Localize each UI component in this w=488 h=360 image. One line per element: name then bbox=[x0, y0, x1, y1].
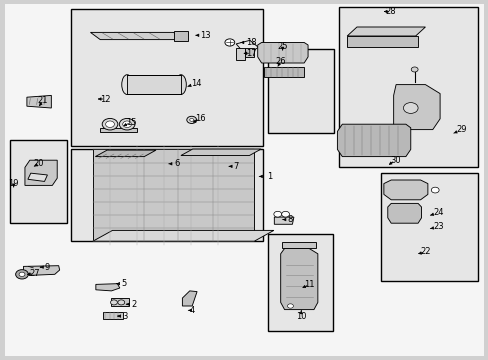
Bar bbox=[346, 36, 417, 47]
Bar bbox=[267, 49, 333, 133]
Circle shape bbox=[189, 118, 193, 121]
Circle shape bbox=[105, 121, 114, 127]
Polygon shape bbox=[96, 284, 120, 291]
Text: 26: 26 bbox=[275, 57, 285, 66]
Polygon shape bbox=[387, 203, 421, 223]
Text: 14: 14 bbox=[187, 79, 202, 88]
Polygon shape bbox=[95, 150, 156, 157]
Circle shape bbox=[119, 118, 135, 130]
Bar bbox=[236, 48, 244, 60]
Bar bbox=[381, 173, 477, 281]
Text: 6: 6 bbox=[168, 159, 180, 168]
Polygon shape bbox=[93, 230, 273, 241]
Bar bbox=[338, 7, 477, 167]
Polygon shape bbox=[383, 180, 427, 200]
Bar bbox=[264, 67, 304, 77]
Circle shape bbox=[19, 272, 25, 276]
Ellipse shape bbox=[122, 75, 132, 94]
Bar bbox=[102, 312, 123, 319]
Text: 1: 1 bbox=[259, 172, 272, 181]
Polygon shape bbox=[346, 27, 425, 36]
Polygon shape bbox=[181, 149, 261, 156]
Bar bbox=[267, 234, 332, 331]
Circle shape bbox=[224, 39, 234, 46]
Bar bbox=[110, 298, 129, 306]
Bar bbox=[71, 149, 263, 241]
Circle shape bbox=[403, 103, 417, 113]
Polygon shape bbox=[274, 217, 293, 224]
Text: 2: 2 bbox=[126, 300, 136, 309]
Text: 19: 19 bbox=[8, 179, 19, 188]
Text: 11: 11 bbox=[304, 280, 314, 289]
Ellipse shape bbox=[175, 75, 186, 94]
Polygon shape bbox=[28, 173, 47, 181]
Circle shape bbox=[273, 211, 281, 217]
Text: 7: 7 bbox=[228, 162, 238, 171]
Text: 15: 15 bbox=[125, 118, 136, 127]
Text: 12: 12 bbox=[100, 94, 111, 104]
Text: 4: 4 bbox=[188, 306, 194, 315]
Text: 21: 21 bbox=[38, 96, 48, 105]
Text: 24: 24 bbox=[429, 208, 444, 217]
Bar bbox=[10, 140, 67, 223]
Polygon shape bbox=[93, 149, 254, 241]
Circle shape bbox=[430, 187, 438, 193]
Text: 30: 30 bbox=[389, 156, 400, 165]
Circle shape bbox=[186, 116, 196, 123]
Text: 22: 22 bbox=[419, 248, 430, 256]
Text: 10: 10 bbox=[295, 312, 306, 321]
Text: 23: 23 bbox=[429, 222, 444, 231]
Text: 28: 28 bbox=[385, 7, 396, 16]
Text: 20: 20 bbox=[34, 159, 44, 168]
Bar bbox=[282, 242, 316, 248]
Polygon shape bbox=[23, 266, 60, 275]
Circle shape bbox=[287, 304, 293, 308]
Polygon shape bbox=[337, 124, 410, 157]
Bar bbox=[244, 48, 253, 57]
Text: 17: 17 bbox=[245, 49, 256, 58]
Polygon shape bbox=[393, 85, 439, 130]
Text: 29: 29 bbox=[453, 125, 467, 134]
Polygon shape bbox=[90, 32, 183, 40]
Polygon shape bbox=[280, 248, 317, 310]
Polygon shape bbox=[182, 291, 197, 306]
Polygon shape bbox=[173, 31, 188, 41]
Text: 25: 25 bbox=[277, 41, 287, 50]
Circle shape bbox=[410, 67, 417, 72]
Polygon shape bbox=[27, 95, 51, 108]
Text: 3: 3 bbox=[117, 311, 127, 320]
Circle shape bbox=[16, 270, 28, 279]
Text: 9: 9 bbox=[40, 263, 49, 271]
Text: 18: 18 bbox=[240, 38, 256, 47]
Text: 8: 8 bbox=[282, 215, 292, 224]
Text: 16: 16 bbox=[195, 114, 205, 123]
Bar bbox=[100, 128, 137, 132]
Text: 13: 13 bbox=[195, 31, 210, 40]
Text: 5: 5 bbox=[116, 279, 126, 288]
Circle shape bbox=[102, 118, 118, 130]
Bar bbox=[71, 9, 263, 146]
Polygon shape bbox=[25, 160, 57, 185]
Text: 27: 27 bbox=[29, 269, 40, 278]
Polygon shape bbox=[236, 40, 258, 54]
Circle shape bbox=[110, 300, 117, 305]
Circle shape bbox=[122, 121, 131, 127]
Circle shape bbox=[281, 211, 289, 217]
Circle shape bbox=[118, 300, 124, 305]
Bar bbox=[127, 75, 181, 94]
Polygon shape bbox=[257, 42, 307, 63]
